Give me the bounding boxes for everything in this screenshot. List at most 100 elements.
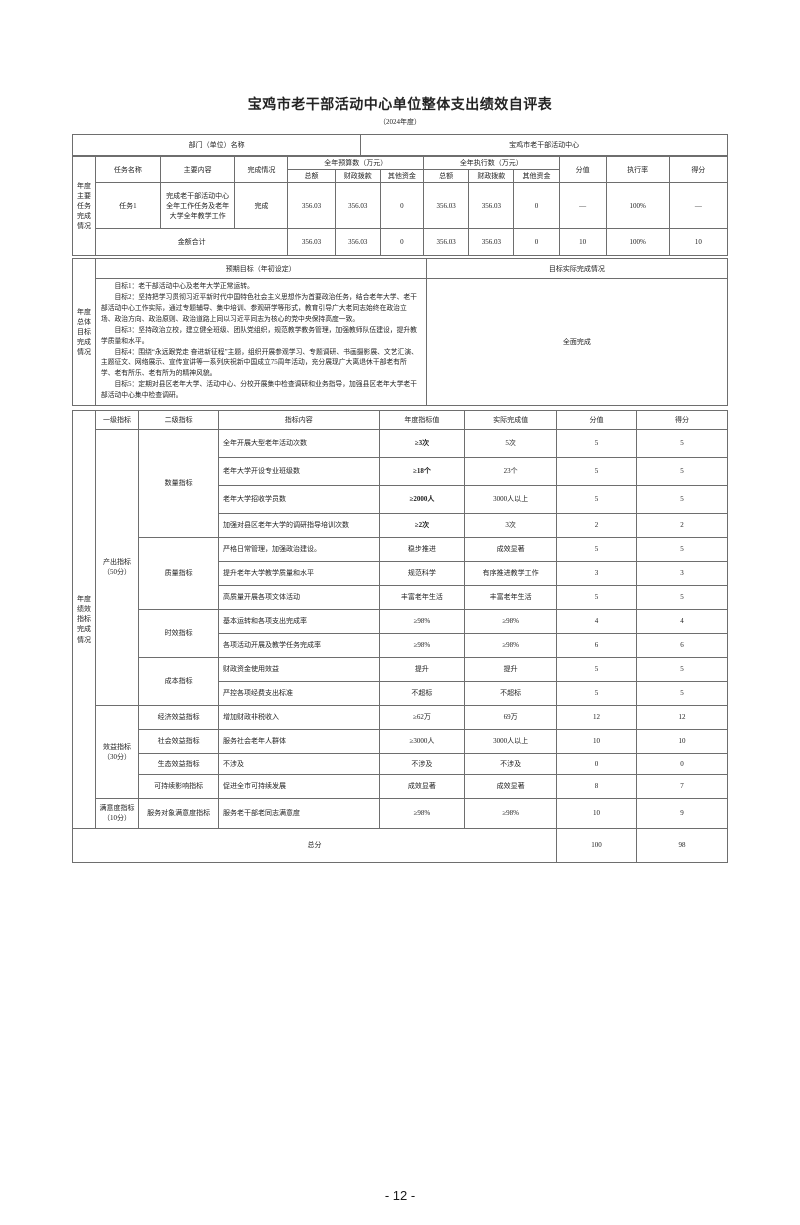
- total-score-label: 总分: [72, 827, 557, 863]
- page-number: - 12 -: [384, 1188, 416, 1203]
- indicator-score: 6: [635, 632, 729, 658]
- amount-total-label: 金额合计: [94, 228, 289, 257]
- task-name: 任务1: [94, 182, 161, 230]
- indicator-content: 老年大学招收学员数: [218, 484, 380, 514]
- indicator-score: 0: [635, 752, 729, 775]
- indicator-year-value: ≥3000人: [378, 728, 466, 754]
- header-level1-indicator: 一级指标: [94, 409, 140, 430]
- indicator-score: 9: [635, 797, 729, 829]
- indicator-year-value: 丰富老年生活: [378, 584, 466, 610]
- indicator-score: 7: [635, 773, 729, 799]
- indicator-actual-value: 5次: [464, 428, 557, 458]
- amount-exec-fiscal: 356.03: [468, 228, 515, 257]
- indicator-score-value: 10: [556, 797, 637, 829]
- indicator-year-value: 不超标: [378, 680, 466, 706]
- header-exec-total: 总额: [423, 169, 470, 184]
- indicator-actual-value: 提升: [464, 656, 557, 682]
- indicator-actual-value: 成效显著: [464, 536, 557, 562]
- indicator-row: 加强对县区老年大学的调研指导培训次数 ≥2次 3次 2 2: [73, 512, 729, 538]
- indicator-actual-value: 3000人以上: [464, 728, 557, 754]
- department-label: 部门（单位）名称: [71, 134, 362, 156]
- indicator-row: 各项活动开展及教学任务完成率 ≥98% ≥98% 6 6: [73, 632, 729, 658]
- indicator-content: 财政资金使用效益: [218, 656, 380, 682]
- indicator-content: 促进全市可持续发展: [218, 773, 380, 799]
- subgroup-social: 社会效益指标: [138, 728, 220, 754]
- header-budget-fiscal: 财政拨款: [334, 169, 381, 184]
- indicators-table: 年度绩效指标完成情况 一级指标 二级指标 指标内容 年度指标值 实际完成值 分值…: [72, 409, 729, 863]
- amount-exec-rate: 100%: [605, 228, 670, 257]
- indicator-score-value: 4: [556, 608, 637, 634]
- amount-exec-total: 356.03: [423, 228, 470, 257]
- indicator-actual-value: ≥98%: [464, 608, 557, 634]
- subgroup-economic: 经济效益指标: [138, 704, 220, 730]
- indicator-row: 生态效益指标 不涉及 不涉及 不涉及 0 0: [73, 752, 729, 775]
- indicator-actual-value: 3次: [464, 512, 557, 538]
- header-exec-other: 其他资金: [513, 169, 560, 184]
- subgroup-ecological: 生态效益指标: [138, 752, 220, 775]
- indicator-year-value: ≥98%: [378, 632, 466, 658]
- indicator-content: 全年开展大型老年活动次数: [218, 428, 380, 458]
- indicator-content: 服务社会老年人群体: [218, 728, 380, 754]
- indicator-score-value: 5: [556, 484, 637, 514]
- header-score-value: 分值: [558, 155, 607, 184]
- indicator-score: 5: [635, 656, 729, 682]
- indicator-year-value: 提升: [378, 656, 466, 682]
- header-execution-rate: 执行率: [605, 155, 670, 184]
- subgroup-quantity: 数量指标: [138, 428, 220, 538]
- department-value: 宝鸡市老干部活动中心: [360, 134, 728, 156]
- indicator-year-value: ≥3次: [378, 428, 466, 458]
- header-indicator-score: 得分: [635, 409, 729, 430]
- section-label-indicators: 年度绩效指标完成情况: [72, 409, 96, 829]
- indicator-row: 可持续影响指标 促进全市可持续发展 成效显著 成效显著 8 7: [73, 773, 729, 799]
- page-subtitle: （2024年度）: [379, 118, 421, 126]
- header-budget-other: 其他资金: [379, 169, 425, 184]
- indicator-row: 社会效益指标 服务社会老年人群体 ≥3000人 3000人以上 10 10: [73, 728, 729, 754]
- indicator-actual-value: 成效显著: [464, 773, 557, 799]
- indicator-score-value: 2: [556, 512, 637, 538]
- indicator-content: 高质量开展各项文体活动: [218, 584, 380, 610]
- amount-score: 10: [668, 228, 729, 257]
- goal-item-1: 目标1：老干部活动中心及老年大学正常运转。: [114, 283, 254, 291]
- indicator-actual-value: 3000人以上: [464, 484, 557, 514]
- indicator-score-value: 5: [556, 680, 637, 706]
- indicator-score: 5: [635, 428, 729, 458]
- indicator-score: 5: [635, 584, 729, 610]
- goal-item-5: 目标5：定期对县区老年大学、活动中心、分校开展集中检查调研和业务指导，加强县区老…: [100, 381, 417, 400]
- group-benefit-indicators: 效益指标（30分）: [94, 704, 140, 799]
- indicator-row: 质量指标 严格日常管理，加强政治建设。 稳步推进 成效显著 5 5: [73, 536, 729, 610]
- indicator-score: 5: [635, 536, 729, 562]
- amount-score-value: 10: [558, 228, 607, 257]
- indicator-content: 提升老年大学教学质量和水平: [218, 560, 380, 586]
- subgroup-satisfaction: 服务对象满意度指标: [138, 797, 220, 829]
- indicator-actual-value: 69万: [464, 704, 557, 730]
- indicator-row: 老年大学开设专业班级数 ≥18个 23个 5 5: [73, 456, 729, 486]
- group-satisfaction-indicators: 满意度指标（10分）: [94, 797, 140, 829]
- header-indicator-score-value: 分值: [556, 409, 637, 430]
- goal-item-3: 目标3：坚持政治立校，建立健全班级、团队党组织，规范教学教务管理，加强教师队伍建…: [100, 326, 417, 345]
- task-budget-fiscal: 356.03: [334, 182, 381, 230]
- document-page: 宝鸡市老干部活动中心单位整体支出绩效自评表 （2024年度） 部门（单位）名称 …: [71, 94, 729, 863]
- indicator-row: 时效指标 基本运转和各项支出完成率 ≥98% ≥98% 4 4: [73, 608, 729, 658]
- indicator-content: 加强对县区老年大学的调研指导培训次数: [218, 512, 380, 538]
- task-score-value: —: [558, 182, 607, 230]
- indicator-content: 严格日常管理，加强政治建设。: [218, 536, 380, 562]
- task-score: —: [668, 182, 729, 230]
- expected-goals-text: 目标1：老干部活动中心及老年大学正常运转。 目标2：坚持把学习贯彻习近平新时代中…: [94, 278, 427, 406]
- indicator-year-value: 稳步推进: [378, 536, 466, 562]
- indicator-score: 12: [635, 704, 729, 730]
- amount-budget-fiscal: 356.03: [334, 228, 381, 257]
- indicator-year-value: ≥98%: [378, 608, 466, 634]
- indicator-row: 效益指标（30分） 经济效益指标 增加财政非税收入 ≥62万 69万 12 12: [73, 704, 729, 799]
- header-score: 得分: [668, 155, 729, 184]
- indicator-actual-value: 不涉及: [464, 752, 557, 775]
- indicator-year-value: ≥62万: [378, 704, 466, 730]
- indicator-actual-value: 丰富老年生活: [464, 584, 557, 610]
- indicator-actual-value: ≥98%: [464, 632, 557, 658]
- indicator-year-value: 不涉及: [378, 752, 466, 775]
- header-main-content: 主要内容: [159, 155, 236, 184]
- indicator-score-value: 5: [556, 656, 637, 682]
- indicator-content: 老年大学开设专业班级数: [218, 456, 380, 486]
- indicator-score-value: 5: [556, 428, 637, 458]
- indicator-score-value: 5: [556, 536, 637, 562]
- goals-actual-value: 全面完成: [425, 278, 729, 406]
